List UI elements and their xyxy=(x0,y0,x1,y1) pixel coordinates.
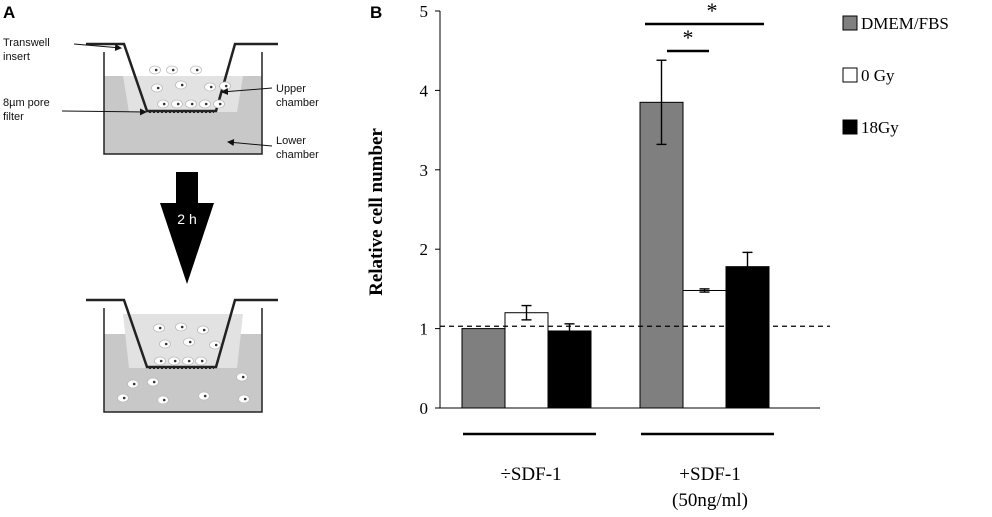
filter-arrow xyxy=(61,108,147,116)
cell-nucleus xyxy=(214,343,218,347)
legend-swatch xyxy=(842,67,858,83)
bar xyxy=(461,328,506,409)
group-2-label: +SDF-1 xyxy=(679,464,740,485)
cell-nucleus xyxy=(187,359,191,363)
upper-label: Upper xyxy=(276,83,306,95)
lower-arrow xyxy=(227,139,273,147)
filter-label: 8µm pore xyxy=(3,97,50,109)
cell-nucleus xyxy=(158,326,162,330)
sig-marker-short: * xyxy=(683,25,694,50)
cell-nucleus xyxy=(122,396,126,400)
panel-a-label: A xyxy=(3,3,15,22)
time-arrow: 2 h xyxy=(160,172,214,284)
insert-label-2: insert xyxy=(3,51,30,63)
transwell-top xyxy=(86,42,278,155)
cell-nucleus xyxy=(209,85,213,89)
outer-well-2 xyxy=(103,308,263,413)
panel-a: A Transwell insert 8µm pore filter Upper… xyxy=(3,3,319,413)
cell-nucleus xyxy=(154,68,158,72)
upper-chamber-medium-2 xyxy=(123,314,243,368)
outer-well xyxy=(103,52,263,155)
group-2-sublabel: (50ng/ml) xyxy=(672,490,748,511)
bar xyxy=(547,330,592,409)
y-tick-label: 2 xyxy=(420,240,429,259)
cell-nucleus xyxy=(164,342,168,346)
cell-nucleus xyxy=(132,382,136,386)
y-tick-label: 4 xyxy=(420,81,429,100)
y-axis-title: Relative cell number xyxy=(366,128,387,296)
cell-nucleus xyxy=(171,68,175,72)
legend-swatch xyxy=(842,15,858,31)
cell-nucleus xyxy=(176,102,180,106)
cell-nucleus xyxy=(188,340,192,344)
filter-label-2: filter xyxy=(3,111,24,123)
panel-b-label: B xyxy=(370,3,382,22)
error-bars xyxy=(521,59,753,331)
cell-nucleus xyxy=(162,398,166,402)
down-arrow-icon xyxy=(160,172,214,284)
upper-arrow xyxy=(221,87,273,96)
y-tick-label: 1 xyxy=(420,320,429,339)
cell-nucleus xyxy=(152,380,156,384)
cell-nucleus xyxy=(200,359,204,363)
bar xyxy=(682,289,727,409)
bars xyxy=(461,101,770,409)
legend-swatch xyxy=(842,119,858,135)
panel-b: B Relative cell number 0 1 2 3 4 5 * * ÷SDF-1… xyxy=(366,0,949,511)
cell-nucleus xyxy=(243,397,247,401)
group-1-label: ÷SDF-1 xyxy=(500,464,561,485)
y-ticks: 0 1 2 3 4 5 xyxy=(420,2,440,418)
cell-nucleus xyxy=(203,394,207,398)
legend-label: DMEM/FBS xyxy=(861,14,949,33)
cell-nucleus xyxy=(204,102,208,106)
significance-brackets: * * xyxy=(645,0,764,53)
cells-group xyxy=(149,65,231,109)
sig-marker-long: * xyxy=(707,0,718,23)
legend-label: 0 Gy xyxy=(861,66,895,85)
cell-nucleus xyxy=(241,375,245,379)
y-tick-label: 3 xyxy=(420,161,429,180)
legend-label: 18Gy xyxy=(861,118,899,137)
upper-label-2: chamber xyxy=(276,97,319,109)
insert-arrow xyxy=(73,43,122,51)
cell-nucleus xyxy=(180,83,184,87)
cell-nucleus xyxy=(156,86,160,90)
cell-nucleus xyxy=(218,102,222,106)
cell-nucleus xyxy=(195,68,199,72)
cell-nucleus xyxy=(202,328,206,332)
bar xyxy=(725,266,770,409)
cell-nucleus xyxy=(190,102,194,106)
bar xyxy=(639,101,684,409)
cell-nucleus xyxy=(173,359,177,363)
cell-nucleus xyxy=(224,84,228,88)
cell-nucleus xyxy=(180,325,184,329)
time-label: 2 h xyxy=(177,211,196,227)
lower-label: Lower xyxy=(276,135,306,147)
bar xyxy=(504,312,549,409)
y-tick-label: 0 xyxy=(420,399,429,418)
transwell-bottom xyxy=(86,298,278,413)
cells-group-2 xyxy=(117,322,250,405)
insert-label: Transwell xyxy=(3,37,50,49)
y-tick-label: 5 xyxy=(420,2,429,21)
legend: DMEM/FBS 0 Gy 18Gy xyxy=(842,14,949,137)
lower-label-2: chamber xyxy=(276,149,319,161)
cell-nucleus xyxy=(162,102,166,106)
cell-nucleus xyxy=(159,359,163,363)
